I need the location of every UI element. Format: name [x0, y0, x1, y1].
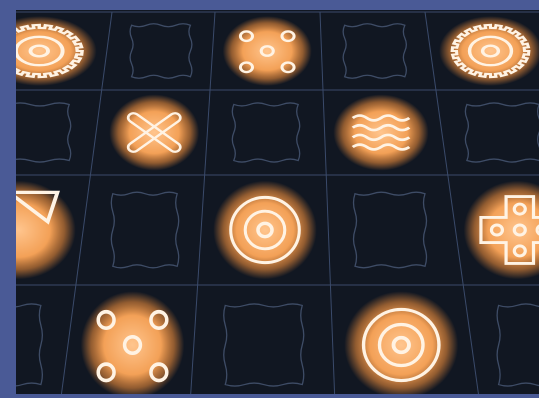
stamp-outline-icon: [223, 303, 305, 387]
concentric-circle-icon: [361, 307, 441, 383]
tile-r0-c2[interactable]: [222, 16, 312, 86]
tile-glow: [16, 180, 76, 280]
gear-ring-icon: [450, 23, 531, 79]
dotted-cross-icon: [479, 195, 539, 265]
shapes-icon: [16, 190, 60, 225]
tile-r0-c0[interactable]: [16, 16, 97, 86]
tile-r0-c4[interactable]: [439, 16, 539, 86]
tile-glow: [222, 16, 312, 86]
tile-glow: [213, 180, 317, 280]
grid-line-vertical: [190, 11, 216, 394]
grid-line-vertical: [60, 11, 113, 394]
stamp-outline-icon: [110, 191, 180, 269]
stamp-outline-icon: [496, 303, 539, 387]
tile-r3-c3[interactable]: [344, 291, 459, 394]
stamp-outline-icon: [342, 23, 407, 79]
stamp-outline-icon: [464, 102, 539, 163]
tile-glow: [344, 291, 459, 394]
tile-r1-c2[interactable]: [231, 102, 301, 163]
tile-r1-c1[interactable]: [109, 94, 200, 171]
stamp-outline-icon: [352, 191, 428, 269]
tile-r2-c1[interactable]: [110, 191, 180, 269]
grid-line-vertical: [319, 11, 336, 394]
crossed-sticks-icon: [126, 112, 182, 153]
tile-layer: [16, 16, 539, 394]
stamp-outline-icon: [129, 23, 193, 79]
grid-line-vertical: [424, 11, 479, 394]
board-canvas: [16, 11, 539, 394]
tile-r3-c2[interactable]: [223, 303, 305, 387]
five-dots-icon: [96, 309, 169, 383]
stamp-outline-icon: [231, 102, 301, 163]
tile-r2-c2[interactable]: [213, 180, 317, 280]
game-board: [16, 10, 539, 394]
tile-glow: [109, 94, 200, 171]
stamp-outline-icon: [16, 303, 43, 387]
tile-r2-c4[interactable]: [463, 180, 539, 280]
gear-ring-icon: [16, 23, 84, 79]
tile-r2-c3[interactable]: [352, 191, 428, 269]
concentric-circle-icon: [229, 195, 301, 265]
tile-r0-c1[interactable]: [129, 23, 193, 79]
tile-r0-c3[interactable]: [342, 23, 407, 79]
tile-glow: [80, 291, 185, 394]
board-grid: [16, 11, 539, 394]
tile-r3-c4[interactable]: [496, 303, 539, 387]
wavy-lines-icon: [351, 114, 411, 151]
tile-r1-c0[interactable]: [16, 102, 72, 163]
tile-glow: [16, 16, 97, 86]
tile-r3-c0[interactable]: [16, 303, 43, 387]
tile-r2-c0[interactable]: [16, 180, 76, 280]
tile-r1-c3[interactable]: [333, 94, 429, 171]
four-dots-ring-icon: [238, 30, 296, 74]
stamp-outline-icon: [16, 102, 72, 163]
tile-r1-c4[interactable]: [464, 102, 539, 163]
tile-r3-c1[interactable]: [80, 291, 185, 394]
tile-glow: [333, 94, 429, 171]
